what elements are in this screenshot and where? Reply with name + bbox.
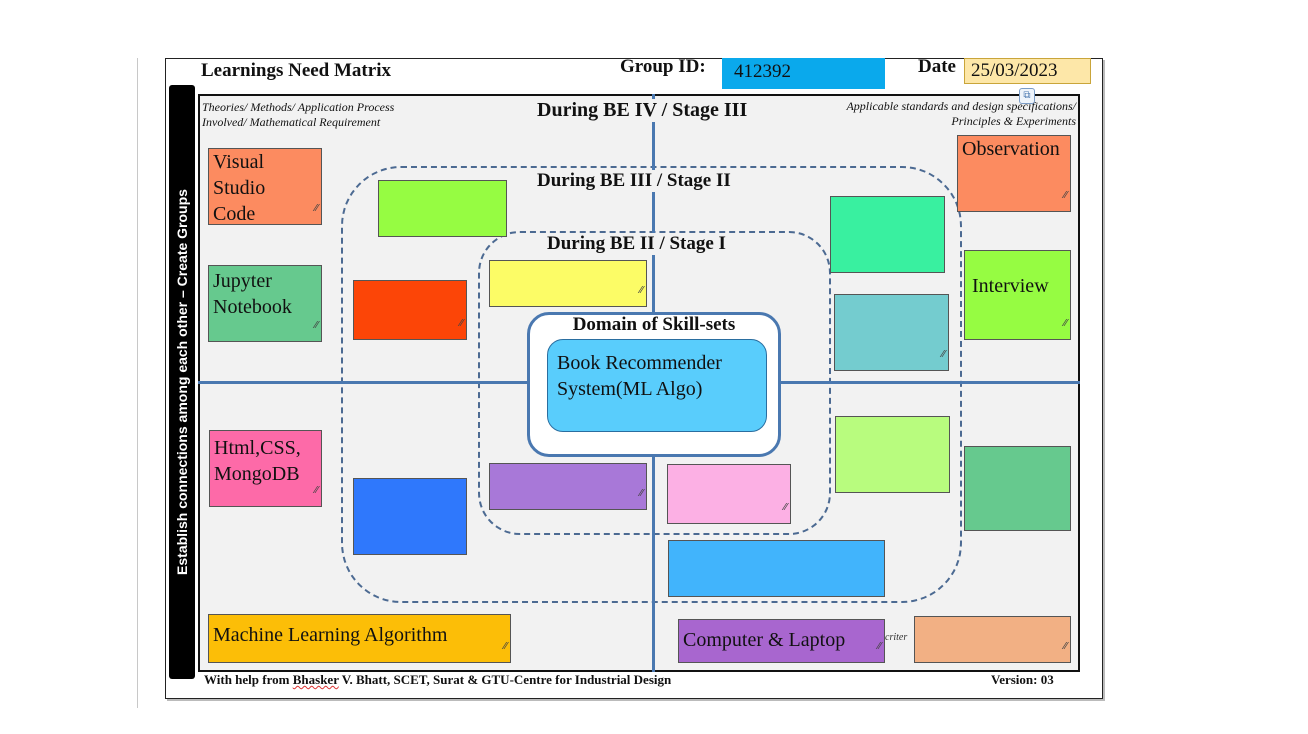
note-empty-peach-bottom-right[interactable]: ⁄⁄	[914, 616, 1071, 663]
resize-grip-icon[interactable]: ⁄⁄	[877, 641, 881, 652]
document-title: Learnings Need Matrix	[201, 60, 391, 81]
note-text-line: Machine Learning Algorithm	[213, 624, 448, 646]
resize-grip-icon[interactable]: ⁄⁄	[1063, 190, 1067, 201]
corner-note-top-left-line2: Involved/ Mathematical Requirement	[202, 115, 381, 129]
note-text-line: Html,CSS,	[214, 437, 301, 459]
note-machine-learning-algorithm[interactable]: Machine Learning Algorithm ⁄⁄	[208, 614, 511, 663]
domain-line2: System(ML Algo)	[557, 378, 703, 400]
resize-grip-icon[interactable]: ⁄⁄	[314, 485, 318, 496]
note-empty-purple-mid[interactable]: ⁄⁄	[489, 463, 647, 510]
note-interview[interactable]: Interview ⁄⁄	[964, 250, 1071, 340]
note-text-line: Interview	[972, 275, 1049, 297]
note-html-css-mongodb[interactable]: Html,CSS, MongoDB ⁄⁄	[209, 430, 322, 507]
note-empty-pink-mid[interactable]: ⁄⁄	[667, 464, 791, 524]
resize-grip-icon[interactable]: ⁄⁄	[639, 488, 643, 499]
footer-version: Version: 03	[991, 672, 1054, 687]
note-empty-sky-bottom[interactable]	[668, 540, 885, 597]
resize-grip-icon[interactable]: ⁄⁄	[459, 318, 463, 329]
attachment-icon[interactable]: ⧉	[1019, 88, 1035, 104]
note-empty-green-far-right[interactable]	[964, 446, 1071, 531]
footer-credit: With help from Bhasker V. Bhatt, SCET, S…	[204, 672, 671, 688]
note-empty-cyan-right[interactable]: ⁄⁄	[834, 294, 949, 371]
stage2-label: During BE III / Stage II	[535, 170, 733, 192]
group-id-label: Group ID:	[620, 56, 706, 77]
criteria-fragment: criter	[885, 632, 908, 643]
note-text-line: Computer & Laptop	[683, 629, 846, 651]
note-computer-laptop[interactable]: Computer & Laptop ⁄⁄	[678, 619, 885, 663]
note-observation[interactable]: Observation ⁄⁄	[957, 135, 1071, 212]
note-text-line: MongoDB	[214, 463, 300, 485]
stage1-label: During BE II / Stage I	[545, 233, 728, 255]
footer-credit-suffix: V. Bhatt, SCET, Surat & GTU-Centre for I…	[338, 672, 672, 687]
resize-grip-icon[interactable]: ⁄⁄	[314, 320, 318, 331]
corner-note-top-right-line2: Principles & Experiments	[951, 114, 1076, 128]
note-empty-green-top[interactable]	[378, 180, 507, 237]
footer-credit-prefix: With help from	[204, 672, 293, 687]
corner-note-top-right-line1: Applicable standards and design specific…	[846, 99, 1076, 113]
resize-grip-icon[interactable]: ⁄⁄	[503, 641, 507, 652]
footer-credit-name: Bhasker	[292, 672, 339, 687]
note-empty-red-left[interactable]: ⁄⁄	[353, 280, 467, 340]
resize-grip-icon[interactable]: ⁄⁄	[314, 203, 318, 214]
note-visual-studio-code[interactable]: Visual Studio Code ⁄⁄	[208, 148, 322, 225]
domain-line1: Book Recommender	[557, 352, 722, 374]
date-field[interactable]: 25/03/2023	[964, 58, 1091, 84]
resize-grip-icon[interactable]: ⁄⁄	[639, 285, 643, 296]
note-empty-teal-right[interactable]	[830, 196, 945, 273]
note-empty-yellow-mid[interactable]: ⁄⁄	[489, 260, 647, 307]
side-bar	[169, 85, 195, 679]
corner-note-top-left-line1: Theories/ Methods/ Application Process	[202, 100, 395, 114]
note-empty-blue-left[interactable]	[353, 478, 467, 555]
note-jupyter-notebook[interactable]: Jupyter Notebook ⁄⁄	[208, 265, 322, 342]
stage3-label: During BE IV / Stage III	[535, 99, 750, 122]
resize-grip-icon[interactable]: ⁄⁄	[941, 349, 945, 360]
note-text-line: Observation	[962, 138, 1060, 160]
stage2-ring	[341, 166, 962, 603]
resize-grip-icon[interactable]: ⁄⁄	[1063, 641, 1067, 652]
note-text-line: Studio	[213, 177, 266, 199]
resize-grip-icon[interactable]: ⁄⁄	[1063, 318, 1067, 329]
resize-grip-icon[interactable]: ⁄⁄	[783, 502, 787, 513]
date-label: Date	[918, 56, 956, 77]
domain-title: Domain of Skill-sets	[572, 314, 736, 335]
corner-note-top-right: Applicable standards and design specific…	[790, 99, 1076, 129]
note-empty-lime-right[interactable]	[835, 416, 950, 493]
side-label: Establish connections among each other –…	[174, 189, 190, 575]
domain-skill-note[interactable]: Book Recommender System(ML Algo)	[547, 339, 767, 432]
note-text-line: Notebook	[213, 296, 292, 318]
side-label-container: Establish connections among each other –…	[169, 85, 195, 679]
note-text-line: Visual	[213, 151, 265, 173]
note-text-line: Jupyter	[213, 270, 272, 292]
group-id-field[interactable]: 412392	[722, 58, 885, 89]
corner-note-top-left: Theories/ Methods/ Application Process I…	[202, 100, 394, 130]
note-text-line: Code	[213, 203, 256, 225]
